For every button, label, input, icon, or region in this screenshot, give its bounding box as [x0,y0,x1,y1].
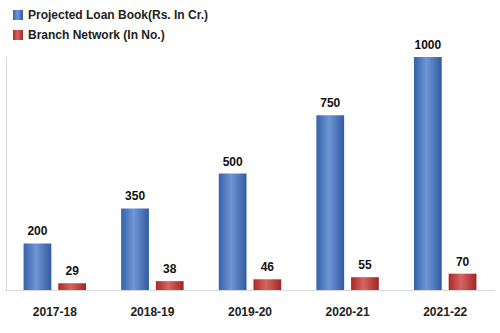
svg-text:2019-20: 2019-20 [228,305,272,319]
svg-text:Branch Network (In No.): Branch Network (In No.) [28,28,165,42]
svg-text:2020-21: 2020-21 [326,305,370,319]
svg-text:Projected Loan Book(Rs. In Cr.: Projected Loan Book(Rs. In Cr.) [28,8,208,22]
svg-text:2021-22: 2021-22 [423,305,467,319]
svg-text:200: 200 [27,224,47,238]
svg-text:1000: 1000 [414,38,441,52]
svg-text:2018-19: 2018-19 [130,305,174,319]
svg-text:500: 500 [223,155,243,169]
svg-text:29: 29 [65,264,79,278]
svg-text:55: 55 [358,258,372,272]
svg-text:46: 46 [261,260,275,274]
svg-text:70: 70 [456,255,470,269]
svg-text:750: 750 [320,96,340,110]
svg-text:350: 350 [125,189,145,203]
svg-text:2017-18: 2017-18 [33,305,77,319]
svg-text:38: 38 [163,262,177,276]
